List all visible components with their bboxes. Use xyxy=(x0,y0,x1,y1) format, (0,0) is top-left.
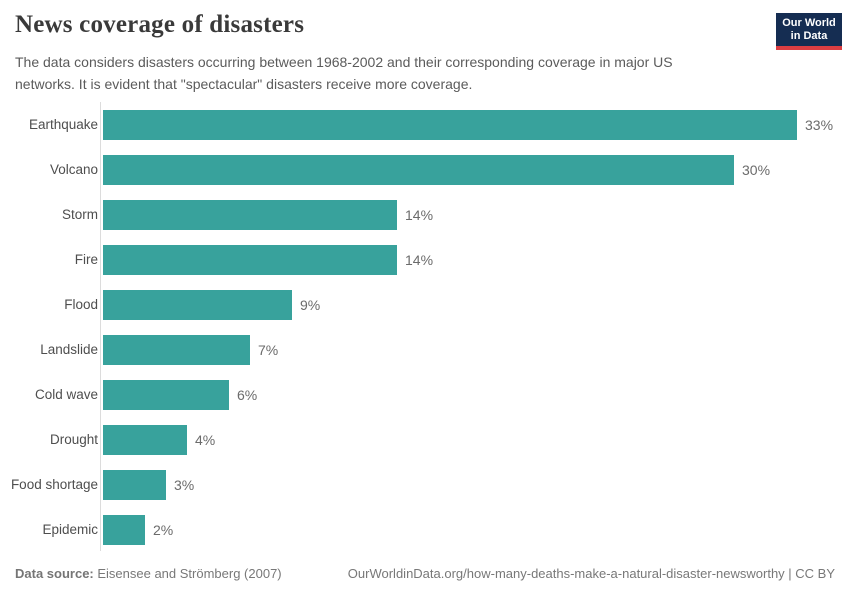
bar-row: Volcano 30% xyxy=(0,155,850,185)
value-label: 6% xyxy=(237,387,258,403)
bar-row: Earthquake 33% xyxy=(0,110,850,140)
category-label: Landslide xyxy=(40,342,98,357)
source-url[interactable]: OurWorldinData.org/how-many-deaths-make-… xyxy=(347,566,835,581)
category-label: Food shortage xyxy=(10,477,98,492)
y-axis-line xyxy=(100,102,101,551)
value-label: 30% xyxy=(742,162,771,178)
bar[interactable] xyxy=(103,290,292,320)
owid-logo-line2: in Data xyxy=(790,30,828,42)
bar[interactable] xyxy=(103,245,397,275)
bar[interactable] xyxy=(103,470,166,500)
category-label: Storm xyxy=(61,207,98,222)
bar[interactable] xyxy=(103,110,797,140)
value-label: 7% xyxy=(258,342,279,358)
owid-logo-line1: Our World xyxy=(782,17,836,29)
bar-row: Flood 9% xyxy=(0,290,850,320)
value-label: 14% xyxy=(405,252,434,268)
value-label: 14% xyxy=(405,207,434,223)
bar-row: Fire 14% xyxy=(0,245,850,275)
bar-row: Landslide 7% xyxy=(0,335,850,365)
bar-row: Food shortage 3% xyxy=(0,470,850,500)
bar[interactable] xyxy=(103,335,250,365)
bar-row: Storm 14% xyxy=(0,200,850,230)
bar[interactable] xyxy=(103,155,734,185)
owid-logo[interactable]: Our World in Data xyxy=(776,13,842,50)
bar-row: Cold wave 6% xyxy=(0,380,850,410)
bar-row: Epidemic 2% xyxy=(0,515,850,545)
bar[interactable] xyxy=(103,515,145,545)
chart-title: News coverage of disasters xyxy=(15,11,305,38)
category-label: Cold wave xyxy=(34,387,98,402)
category-label: Drought xyxy=(49,432,98,447)
value-label: 9% xyxy=(300,297,321,313)
bar[interactable] xyxy=(103,200,397,230)
category-label: Volcano xyxy=(49,162,98,177)
chart-footer: Data source: Eisensee and Strömberg (200… xyxy=(15,566,835,581)
value-label: 2% xyxy=(153,522,174,538)
bar[interactable] xyxy=(103,380,229,410)
value-label: 33% xyxy=(805,117,834,133)
data-source-value: Eisensee and Strömberg (2007) xyxy=(93,566,282,581)
data-source-label: Data source: xyxy=(15,566,94,581)
category-label: Fire xyxy=(74,252,98,267)
category-label: Earthquake xyxy=(28,117,98,132)
bar-chart: Earthquake 33% Volcano 30% Storm 14% Fire 14% Fl… xyxy=(0,102,850,554)
category-label: Epidemic xyxy=(42,522,98,537)
chart-subtitle: The data considers disasters occurring b… xyxy=(15,54,673,92)
bar-row: Drought 4% xyxy=(0,425,850,455)
bar[interactable] xyxy=(103,425,187,455)
value-label: 4% xyxy=(195,432,216,448)
data-source: Data source: Eisensee and Strömberg (200… xyxy=(15,566,282,581)
category-label: Flood xyxy=(64,297,98,312)
value-label: 3% xyxy=(174,477,195,493)
